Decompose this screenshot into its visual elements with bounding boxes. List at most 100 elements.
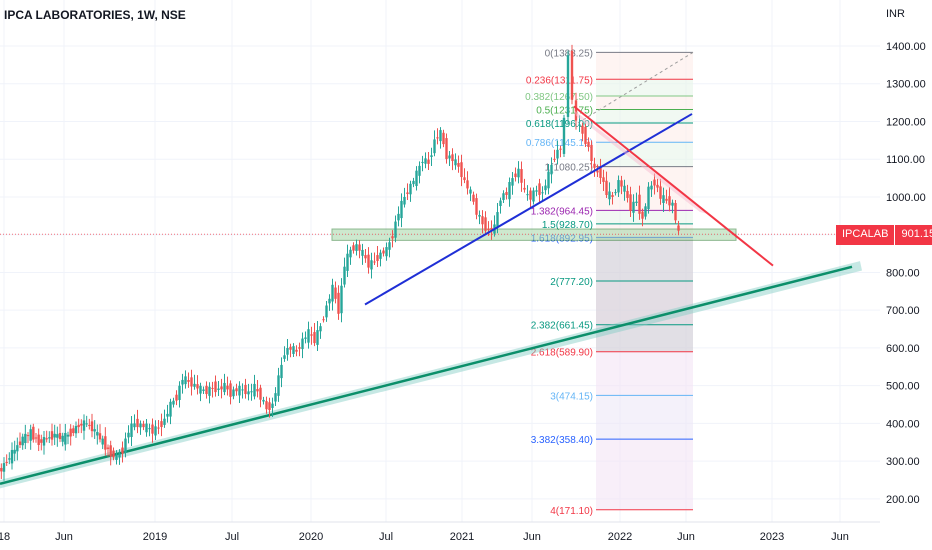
candle-body [629, 194, 632, 211]
candle-body [650, 185, 653, 190]
candle-body [559, 148, 562, 150]
fib-level-label: 1(1080.25) [545, 163, 593, 174]
candle-body [2, 463, 6, 472]
candle-body [265, 401, 268, 410]
candle-body [400, 200, 403, 219]
candle-body [82, 420, 86, 431]
fib-zone [596, 439, 693, 510]
candle-body [199, 385, 202, 394]
candle-body [547, 171, 550, 189]
candle-body [271, 403, 274, 408]
candle-body [394, 221, 397, 238]
candle-body [80, 423, 83, 426]
fib-zone [596, 166, 693, 211]
fib-level-label: 0(1383.25) [545, 48, 593, 59]
candle-body [298, 347, 301, 349]
fib-level-label: 0.5(1231.75) [536, 105, 593, 116]
candle-body [163, 418, 166, 425]
candle-body [148, 428, 151, 430]
candle-body [653, 179, 656, 186]
candle-body [665, 198, 668, 201]
fib-zone [596, 52, 693, 80]
candle-body [424, 158, 427, 164]
candle-body [8, 458, 11, 460]
candle-body [193, 383, 196, 387]
candle-body [292, 346, 295, 354]
candle-body [358, 244, 361, 251]
candle-body [214, 381, 217, 393]
candle-body [505, 192, 508, 195]
candle-body [283, 355, 286, 359]
fib-level-label: 3(474.15) [550, 391, 593, 402]
candle-body [412, 180, 415, 185]
candle-body [590, 144, 593, 162]
candle-body [157, 427, 160, 429]
candle-body [406, 192, 409, 195]
candle-body [415, 170, 418, 187]
candle-body [115, 454, 118, 461]
candle-body [178, 385, 181, 401]
candle-body [58, 432, 62, 440]
candle-body [277, 375, 280, 396]
candle-body [90, 421, 94, 432]
candle-body [499, 200, 502, 207]
candle-body [421, 161, 424, 163]
candle-body [620, 180, 623, 187]
candle-body [361, 249, 364, 256]
candle-body [532, 190, 535, 202]
x-tick-label: Jun [55, 531, 73, 543]
fib-level-label: 2(777.20) [550, 277, 593, 288]
candle-body [647, 186, 650, 210]
candle-body [241, 389, 244, 391]
y-tick-label: 1000.00 [886, 192, 926, 204]
candle-body [104, 436, 107, 450]
x-tick-label: 2020 [299, 531, 323, 543]
fib-level-label: 3.382(358.40) [531, 435, 593, 446]
candle-body [205, 385, 208, 395]
candle-body [584, 126, 587, 144]
candle-body [460, 162, 463, 178]
candle-body [98, 433, 102, 440]
candle-body [301, 338, 304, 350]
x-tick-label: 2023 [760, 531, 784, 543]
candle-body [121, 447, 124, 454]
candle-body [106, 447, 110, 449]
candle-body [190, 377, 193, 387]
fib-level-label: 4(171.10) [550, 506, 593, 517]
candle-body [481, 216, 484, 225]
candle-body [605, 180, 608, 195]
candle-body [145, 423, 148, 433]
fib-zone [596, 237, 693, 282]
y-tick-label: 800.00 [886, 267, 920, 279]
candle-body [340, 285, 343, 314]
y-tick-label: 500.00 [886, 381, 920, 393]
y-tick-label: 1100.00 [886, 154, 925, 166]
x-tick-label: 18 [0, 531, 10, 543]
candle-body [614, 192, 617, 194]
candle-body [442, 132, 445, 145]
candle-body [247, 391, 250, 395]
candle-body [286, 347, 289, 355]
candle-body [10, 449, 14, 464]
blue-trendline [364, 113, 693, 306]
candle-body [307, 329, 310, 343]
candle-body [379, 252, 382, 259]
candle-body [13, 449, 16, 454]
candle-body [403, 196, 406, 205]
x-tick-label: 2022 [608, 531, 632, 543]
candle-body [223, 382, 226, 393]
candle-body [469, 189, 472, 194]
x-tick-label: 2019 [143, 531, 167, 543]
y-tick-label: 200.00 [886, 494, 920, 506]
candle-body [451, 154, 454, 162]
candle-body [391, 236, 394, 239]
candle-body [101, 438, 104, 445]
fib-zone [596, 96, 693, 110]
candle-body [556, 149, 559, 159]
candle-body [268, 402, 271, 411]
candle-body [226, 385, 229, 390]
candle-body [37, 434, 40, 445]
candle-body [139, 423, 142, 428]
candle-body [382, 250, 385, 254]
